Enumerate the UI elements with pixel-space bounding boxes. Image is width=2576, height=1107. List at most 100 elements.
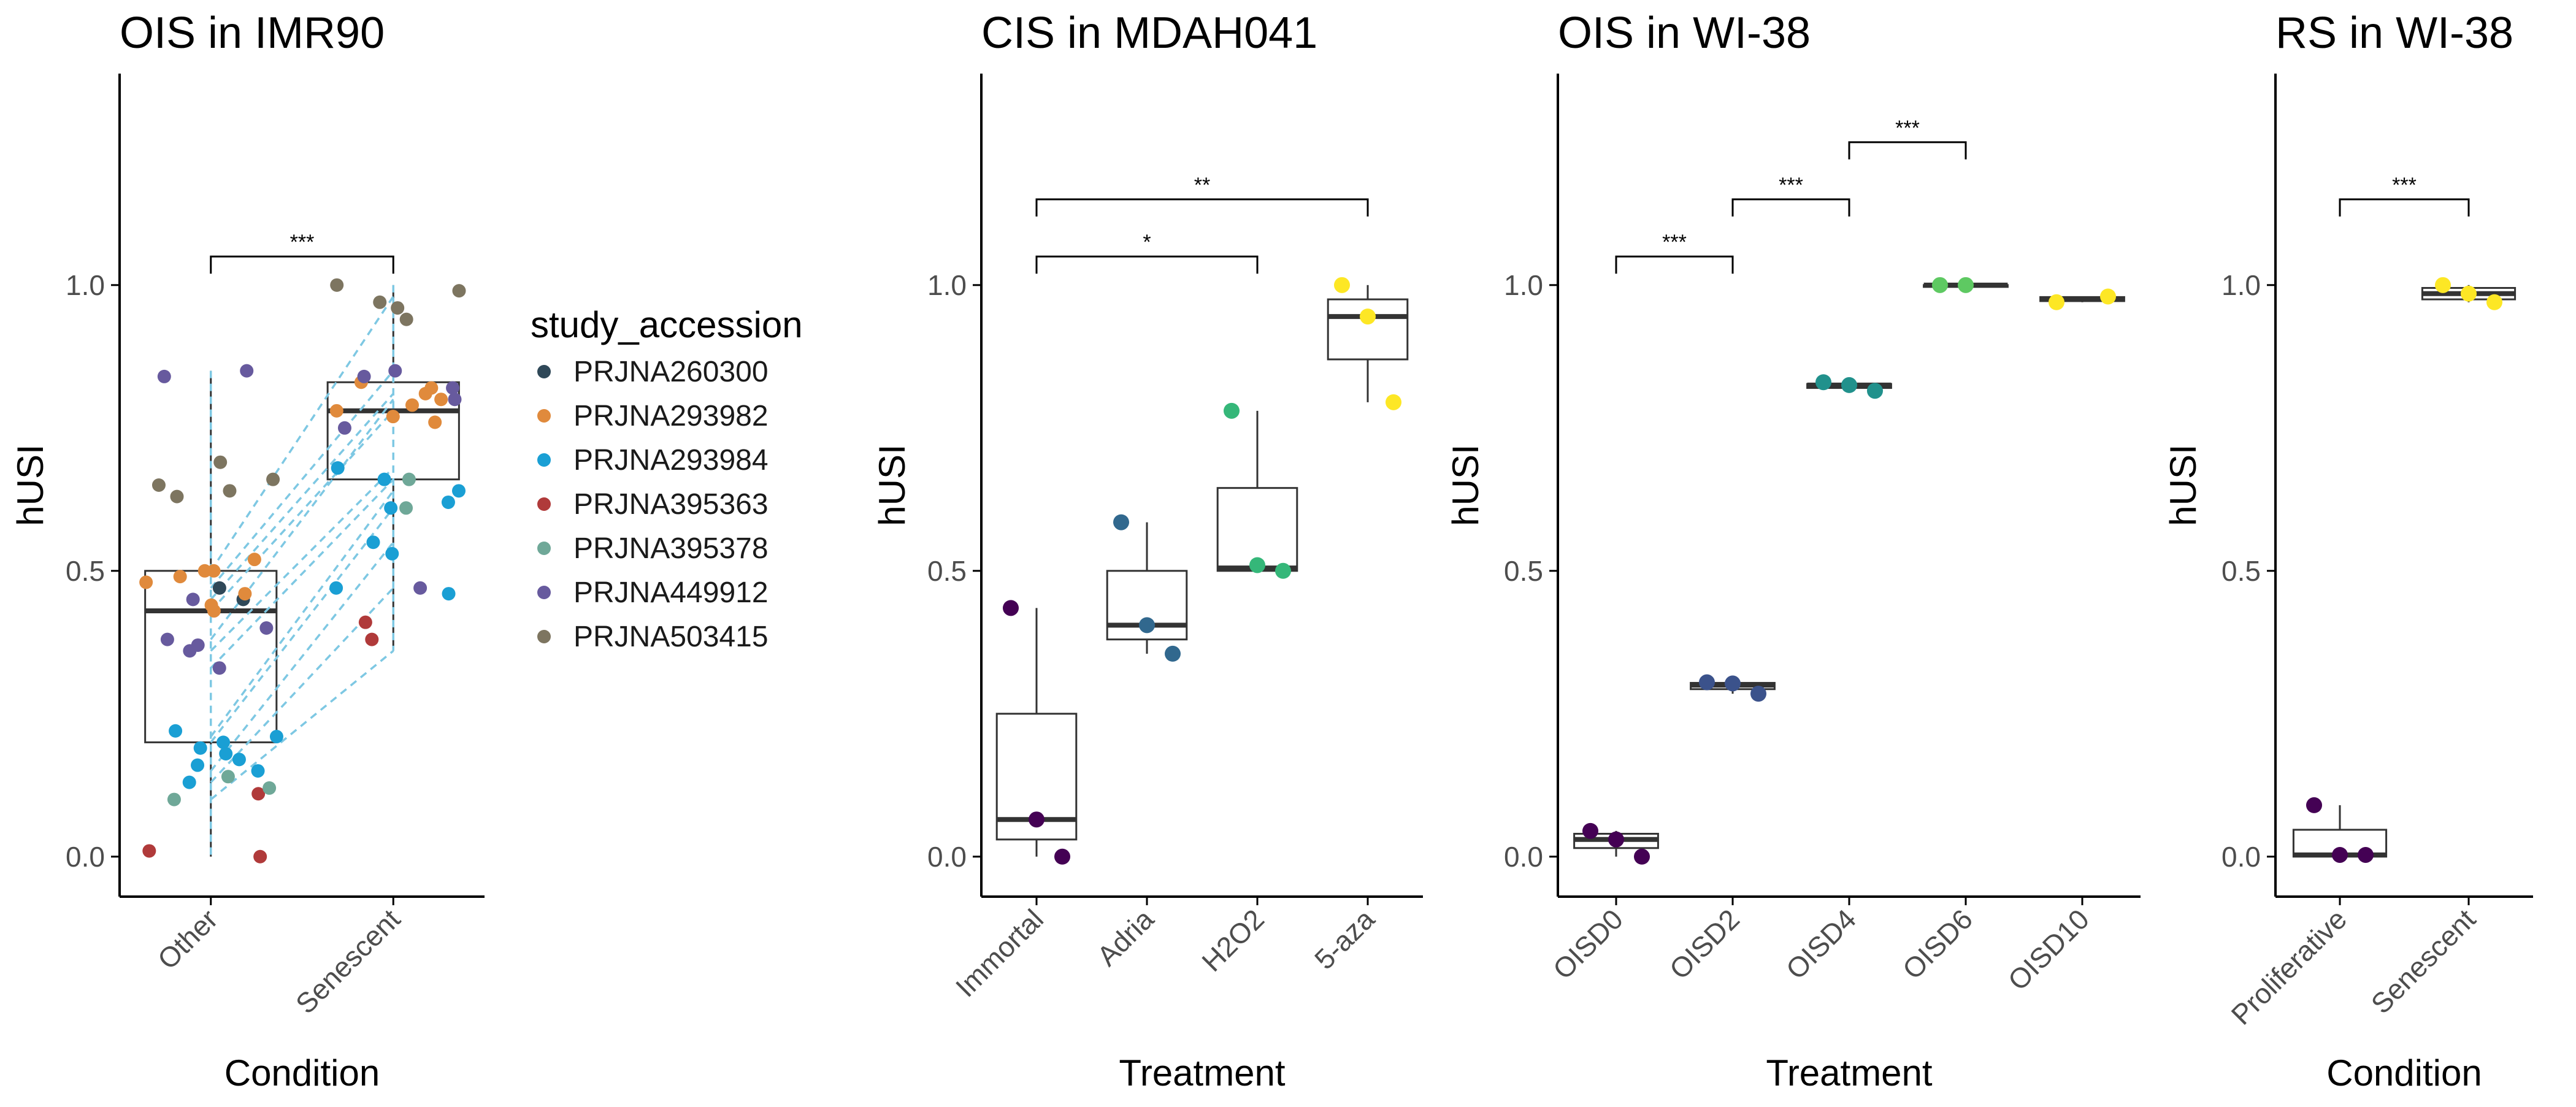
legend-swatch [537,453,551,467]
pair-line [210,393,394,600]
x-tick-label: OISD6 [1896,903,1979,985]
data-point [451,484,466,498]
x-tick-label: OISD10 [2002,903,2095,996]
data-point [253,849,267,864]
x-tick-label: Proliferative [2225,903,2353,1031]
bracket-line [1615,255,1734,274]
data-point [1165,645,1181,662]
data-point [157,369,171,383]
data-point [193,741,207,755]
box-5-aza [1327,285,1409,402]
significance-bracket: *** [210,231,394,274]
data-point [2100,288,2116,305]
panel-4: RS in WI-38 hUSI Condition 0.0 0.5 1.0 Prolife… [2163,9,2533,1094]
legend-swatch [537,630,551,643]
significance-label: *** [2392,174,2417,197]
pair-line [210,478,394,669]
data-point [413,581,427,595]
data-point [217,735,231,749]
y-tick-label: 0.0 [927,841,967,873]
x-tick-label: OISD4 [1780,903,1862,985]
data-point [428,415,442,429]
y-tick-label: 0.0 [66,841,105,873]
data-point [358,615,372,629]
data-point [1841,377,1857,393]
legend-item: PRJNA260300 [537,356,769,388]
data-point [221,770,235,784]
pair-line [210,296,394,572]
data-point [167,792,181,806]
legend-item: PRJNA395378 [537,532,769,565]
data-point [442,587,456,601]
data-point [1867,383,1883,399]
box-iqr [1216,487,1298,572]
legend-swatch [537,586,551,599]
x-axis-label: Condition [224,1052,380,1094]
data-point [384,501,398,515]
data-point [405,398,420,412]
bracket-line [2339,198,2470,217]
data-point [1634,848,1650,865]
legend-items: PRJNA260300 PRJNA293982 PRJNA293984 PRJNA39… [537,356,769,653]
data-point [169,724,183,738]
x-tick-label: OISD0 [1547,903,1629,985]
data-point [1334,277,1350,293]
significance-label: ** [1194,174,1210,197]
significance-label: *** [1779,174,1803,197]
legend-swatch [537,409,551,423]
y-tick-label: 0.5 [2221,555,2261,587]
legend-swatch [537,365,551,378]
y-axis-label: hUSI [10,444,51,526]
legend: study_accession PRJNA260300PRJNA293982PR… [531,304,803,653]
data-point [269,730,283,744]
y-tick-label: 0.0 [1504,841,1543,873]
data-point [365,632,379,646]
data-point [240,364,254,378]
data-point [1224,402,1240,419]
data-point [1750,686,1766,702]
data-point [263,781,277,795]
data-point [1608,831,1624,848]
data-point [223,484,237,498]
legend-label: PRJNA503415 [573,621,769,653]
data-point [402,472,416,486]
x-tick-label: Immortal [949,903,1049,1003]
legend-item: PRJNA293984 [537,444,769,477]
data-point [232,753,246,767]
data-point [259,621,274,635]
y-axis-label: hUSI [2163,444,2204,526]
data-point [1139,617,1155,634]
legend-title: study_accession [531,304,803,345]
panels: OIS in IMR90 hUSI Condition 0.0 0.5 1.0 Other S… [10,9,2533,1094]
significance-bracket: *** [1848,117,1967,159]
data-point [329,404,343,418]
data-point [388,364,402,378]
data-point [173,570,187,584]
significance-label: * [1143,231,1151,254]
data-point [191,758,205,772]
pair-line [210,542,394,772]
x-tick-label: Senescent [289,903,407,1020]
data-point [2486,294,2502,310]
panel-2: CIS in MDAH041 hUSI Treatment 0.0 0.5 1.0 Immo… [872,9,1423,1094]
x-tick-label: Other [151,903,224,975]
panel-title: OIS in IMR90 [120,9,385,58]
data-point [2306,797,2322,813]
data-point [212,661,226,675]
data-point [1932,277,1948,293]
y-tick-label: 0.5 [66,555,105,587]
x-axis-label: Treatment [1119,1052,1286,1094]
significance-bracket: *** [1731,174,1850,217]
legend-label: PRJNA260300 [573,356,769,388]
data-point [1386,394,1401,410]
data-point [1699,674,1715,691]
data-point [385,546,399,561]
legend-item: PRJNA503415 [537,621,769,653]
legend-label: PRJNA395363 [573,488,769,521]
data-point [251,787,266,801]
legend-label: PRJNA293982 [573,400,769,432]
box-iqr [1327,298,1409,361]
data-point [1275,562,1291,579]
data-point [2332,846,2348,863]
